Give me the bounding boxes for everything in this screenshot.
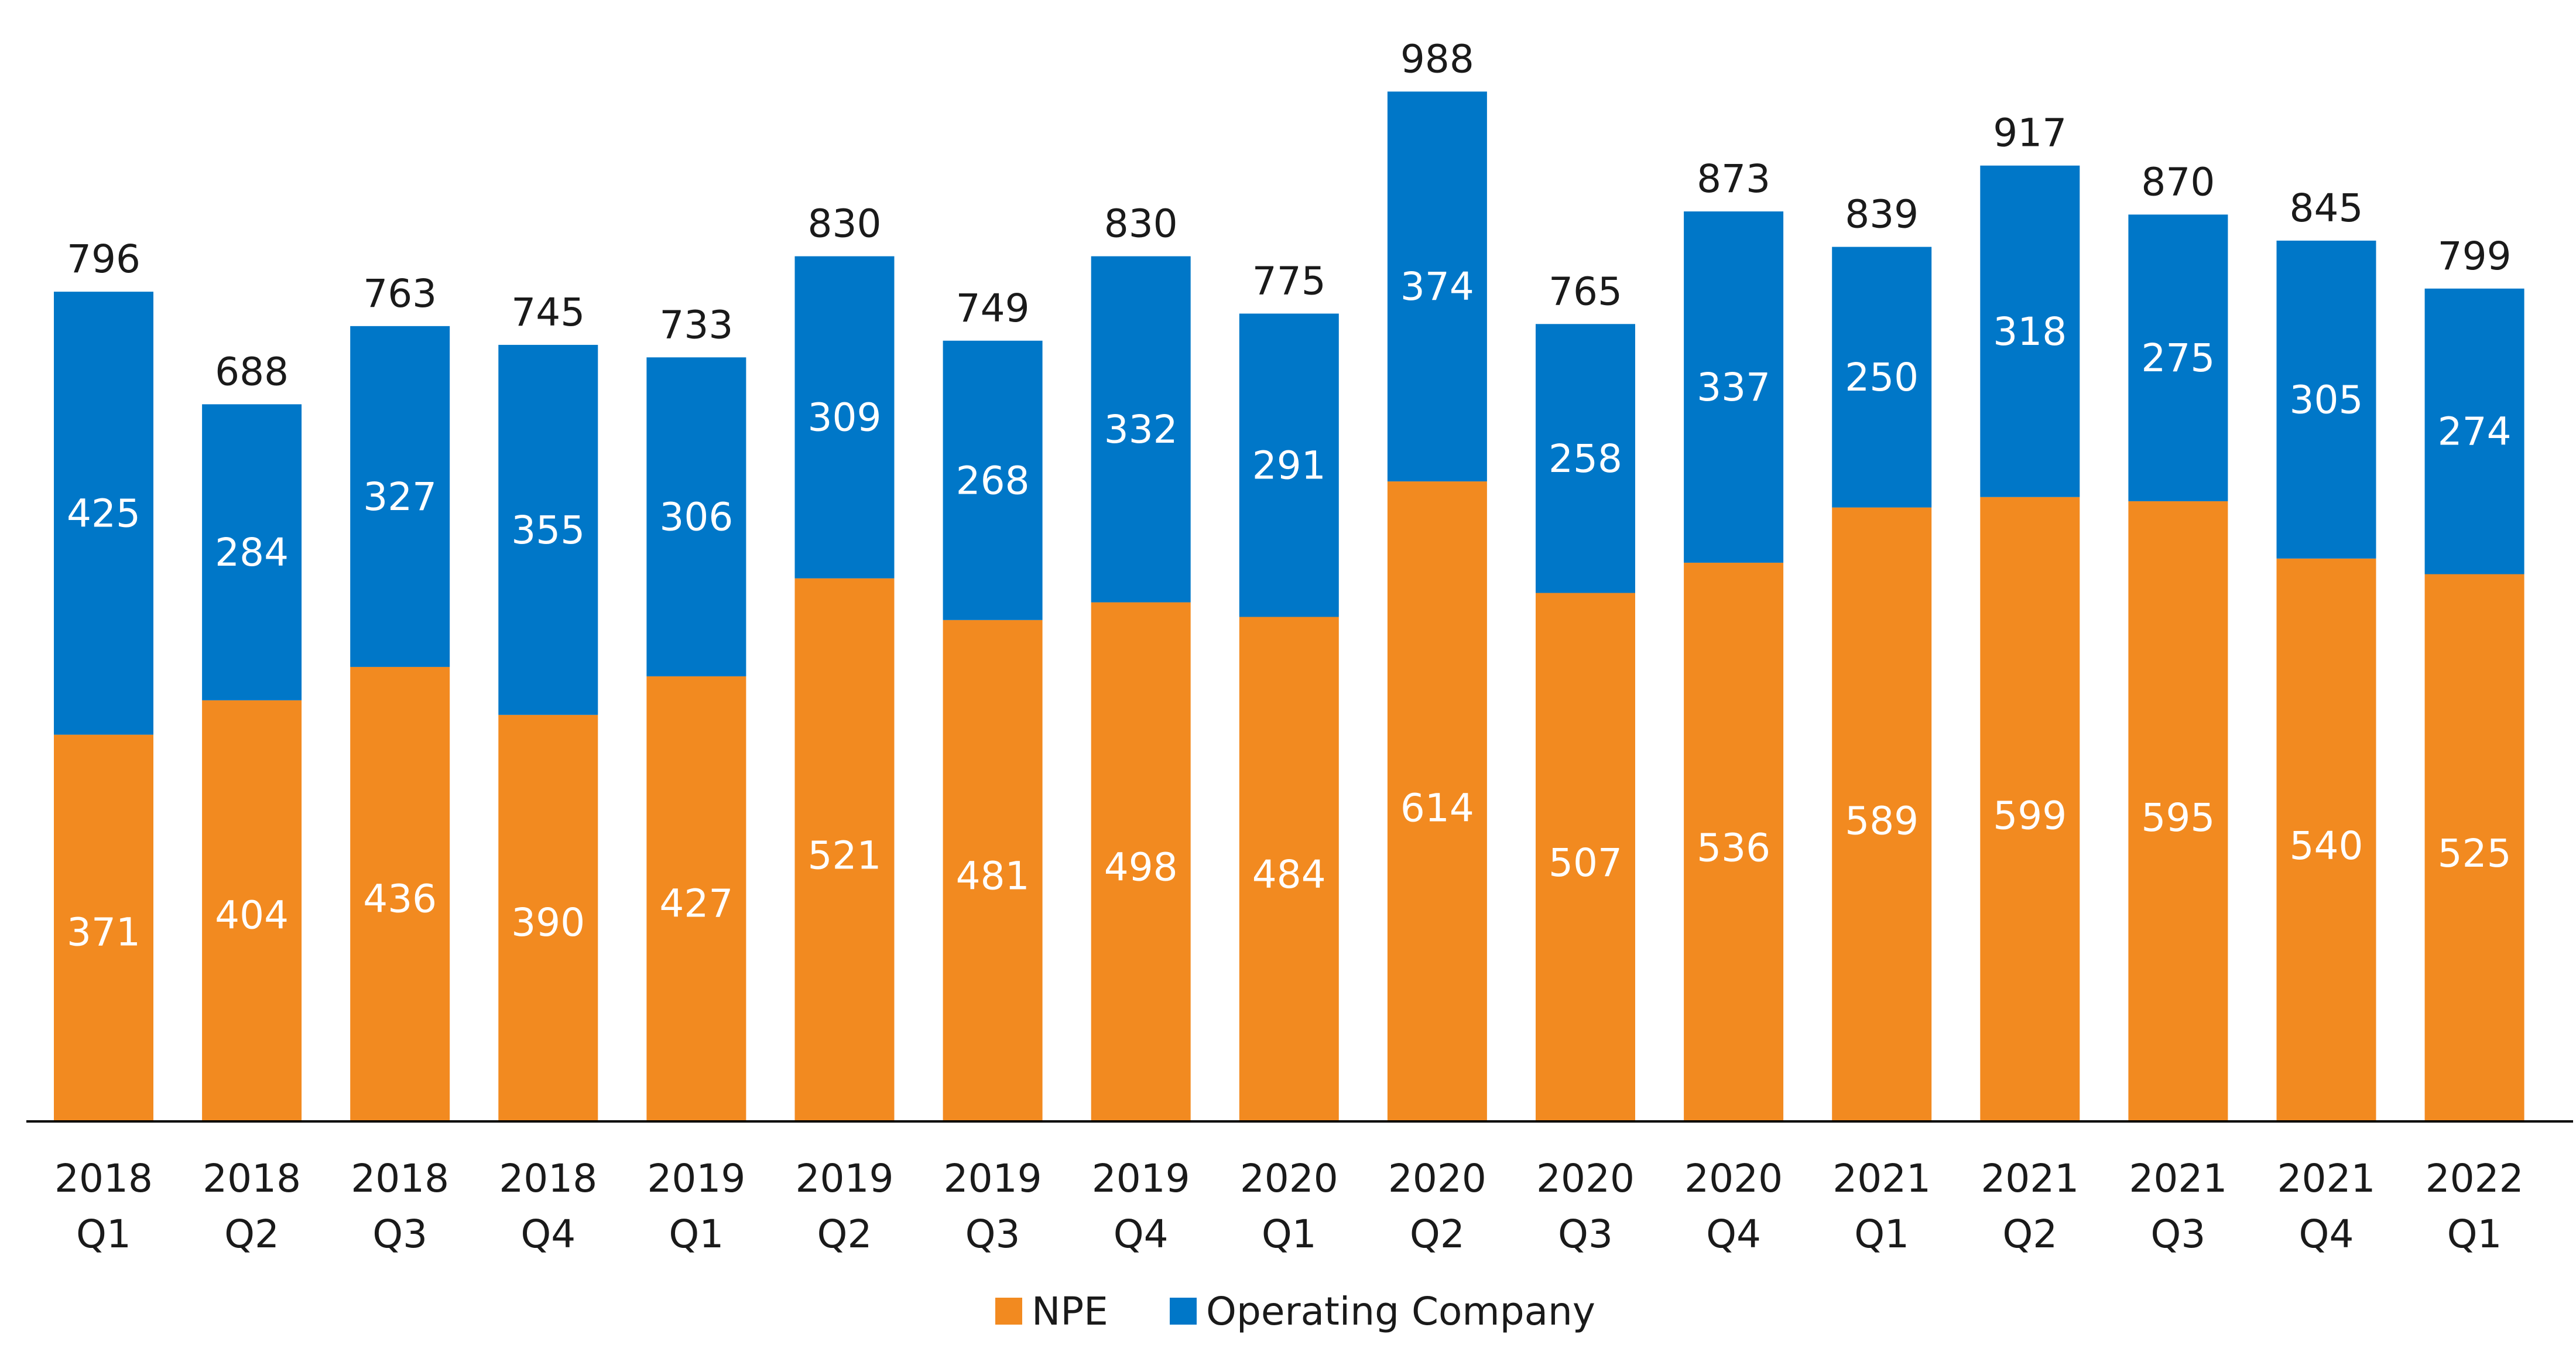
- data-label-npe: 390: [511, 900, 585, 945]
- data-label-npe: 436: [363, 877, 437, 922]
- legend-item-operating-company: Operating Company: [1170, 1289, 1595, 1334]
- data-label-operating-company: 306: [659, 495, 733, 540]
- data-label-npe: 614: [1400, 785, 1474, 830]
- legend-item-npe: NPE: [995, 1289, 1108, 1334]
- x-tick-label: 2018Q1: [54, 1156, 153, 1257]
- stacked-bar-chart: 371 425 404 284 436 327 390 355 427 306 521 309 481 2…: [0, 0, 2576, 1358]
- total-label: 775: [1252, 259, 1326, 304]
- data-label-npe: 404: [215, 893, 289, 938]
- x-tick-label: 2020Q4: [1684, 1156, 1783, 1257]
- data-label-operating-company: 327: [363, 474, 437, 519]
- data-label-operating-company: 332: [1104, 407, 1178, 452]
- total-label: 830: [1104, 201, 1178, 247]
- data-label-operating-company: 284: [215, 530, 289, 575]
- x-tick-label: 2018Q4: [499, 1156, 597, 1257]
- data-label-operating-company: 309: [808, 395, 882, 440]
- data-label-npe: 525: [2438, 831, 2512, 876]
- x-tick-label: 2020Q3: [1536, 1156, 1635, 1257]
- data-label-npe: 599: [1993, 793, 2067, 839]
- x-tick-label: 2019Q1: [647, 1156, 745, 1257]
- data-label-npe: 481: [956, 853, 1030, 898]
- total-label: 688: [215, 349, 289, 394]
- data-label-operating-company: 318: [1993, 309, 2067, 354]
- x-tick-label: 2021Q3: [2129, 1156, 2227, 1257]
- data-label-npe: 536: [1697, 826, 1770, 871]
- x-tick-label: 2019Q2: [796, 1156, 894, 1257]
- total-label: 799: [2438, 234, 2512, 279]
- data-label-operating-company: 268: [956, 458, 1030, 503]
- total-label: 765: [1549, 269, 1622, 314]
- bars-group: [54, 91, 2524, 1121]
- total-label: 870: [2141, 159, 2215, 204]
- data-label-npe: 484: [1252, 852, 1326, 897]
- total-label: 830: [808, 201, 882, 247]
- data-label-operating-company: 274: [2438, 409, 2512, 454]
- data-label-npe: 589: [1845, 798, 1919, 843]
- data-label-operating-company: 305: [2290, 377, 2363, 422]
- legend-swatch: [995, 1298, 1022, 1325]
- x-tick-label: 2018Q2: [203, 1156, 301, 1257]
- x-tick-label: 2018Q3: [351, 1156, 449, 1257]
- total-label: 988: [1400, 36, 1474, 81]
- legend-label: Operating Company: [1206, 1289, 1595, 1334]
- data-label-npe: 427: [659, 881, 733, 926]
- x-tick-labels-group: 2018Q1 2018Q2 2018Q3 2018Q4 2019Q1 2019Q2 2019…: [54, 1156, 2524, 1257]
- legend-label: NPE: [1032, 1289, 1108, 1334]
- x-tick-label: 2020Q1: [1240, 1156, 1338, 1257]
- x-tick-label: 2019Q4: [1092, 1156, 1190, 1257]
- legend: NPE Operating Company: [995, 1289, 1595, 1334]
- data-label-npe: 507: [1549, 840, 1622, 885]
- total-label: 839: [1845, 192, 1919, 237]
- data-label-operating-company: 355: [511, 508, 585, 553]
- total-label: 845: [2290, 186, 2363, 231]
- total-label: 749: [956, 286, 1030, 331]
- total-label: 745: [511, 290, 585, 335]
- data-label-npe: 371: [67, 909, 141, 955]
- x-tick-label: 2019Q3: [944, 1156, 1042, 1257]
- data-label-operating-company: 337: [1697, 365, 1770, 410]
- x-tick-label: 2021Q2: [1981, 1156, 2079, 1257]
- data-label-operating-company: 275: [2141, 336, 2215, 381]
- data-label-operating-company: 374: [1400, 264, 1474, 309]
- x-tick-label: 2021Q1: [1832, 1156, 1931, 1257]
- data-label-operating-company: 291: [1252, 443, 1326, 488]
- total-label: 796: [67, 237, 141, 282]
- total-label: 763: [363, 271, 437, 316]
- data-label-operating-company: 258: [1549, 436, 1622, 481]
- total-label: 733: [659, 302, 733, 347]
- data-label-npe: 521: [808, 833, 882, 878]
- data-label-npe: 540: [2290, 823, 2363, 868]
- data-label-operating-company: 250: [1845, 355, 1919, 400]
- data-label-npe: 595: [2141, 795, 2215, 840]
- total-label: 873: [1697, 156, 1770, 201]
- data-label-operating-company: 425: [67, 491, 141, 536]
- data-label-npe: 498: [1104, 845, 1178, 890]
- total-label: 917: [1993, 111, 2067, 156]
- x-tick-label: 2020Q2: [1388, 1156, 1486, 1257]
- legend-swatch: [1170, 1298, 1197, 1325]
- x-tick-label: 2021Q4: [2277, 1156, 2376, 1257]
- x-tick-label: 2022Q1: [2426, 1156, 2524, 1257]
